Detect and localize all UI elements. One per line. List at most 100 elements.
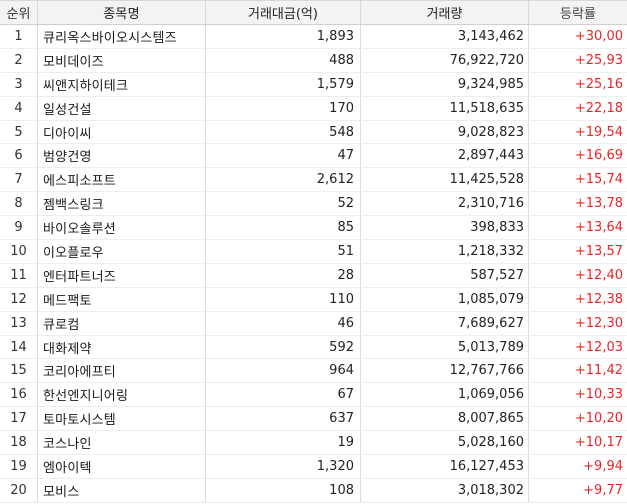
table-row[interactable]: 19 엠아이텍 1,320 16,127,453 +9,94	[0, 455, 627, 479]
row-stock-name[interactable]: 토마토시스템	[38, 407, 206, 431]
row-rank: 19	[0, 455, 38, 478]
row-stock-name[interactable]: 큐리옥스바이오시스템즈	[38, 25, 206, 48]
row-trade-amount: 110	[206, 287, 361, 311]
row-rank: 8	[0, 192, 38, 216]
row-volume: 12,767,766	[361, 359, 529, 383]
table-row[interactable]: 11 엔터파트너즈 28 587,527 +12,40	[0, 263, 627, 288]
row-stock-name[interactable]: 씨앤지하이테크	[38, 72, 206, 96]
row-change-rate: +12,30	[574, 315, 623, 331]
row-stock-name[interactable]: 디아이씨	[38, 120, 206, 144]
row-trade-amount: 46	[206, 311, 361, 335]
row-change-rate: +10,17	[574, 435, 623, 451]
row-trade-amount: 28	[206, 263, 361, 287]
row-rank: 9	[0, 216, 38, 240]
row-stock-name[interactable]: 모비스	[38, 478, 206, 502]
table-row[interactable]: 9 바이오솔루션 85 398,833 +13,64	[0, 216, 627, 241]
row-rank: 11	[0, 263, 38, 287]
table-row[interactable]: 2 모비데이즈 488 76,922,720 +25,93	[0, 48, 627, 73]
row-stock-name[interactable]: 일성건설	[38, 96, 206, 120]
table-row[interactable]: 8 젬백스링크 52 2,310,716 +13,78	[0, 192, 627, 217]
table-body: 1 큐리옥스바이오시스템즈 1,893 3,143,462 +30,00 2 모비데이즈 48…	[0, 25, 627, 503]
row-trade-amount: 1,320	[206, 455, 361, 478]
row-stock-name[interactable]: 이오플로우	[38, 240, 206, 263]
table-row[interactable]: 17 토마토시스템 637 8,007,865 +10,20	[0, 407, 627, 432]
row-change-rate: +13,57	[574, 243, 623, 259]
table-row[interactable]: 7 에스피소프트 2,612 11,425,528 +15,74	[0, 168, 627, 193]
row-rank: 5	[0, 120, 38, 144]
header-change-rate[interactable]: 등락률	[560, 7, 596, 22]
row-volume: 1,069,056	[361, 383, 529, 407]
row-trade-amount: 47	[206, 144, 361, 168]
row-change-rate: +30,00	[574, 28, 623, 44]
row-volume: 5,028,160	[361, 431, 529, 455]
row-rank: 10	[0, 240, 38, 263]
table-row[interactable]: 13 큐로컴 46 7,689,627 +12,30	[0, 311, 627, 336]
table-row[interactable]: 5 디아이씨 548 9,028,823 +19,54	[0, 120, 627, 145]
row-rank: 12	[0, 287, 38, 311]
row-trade-amount: 592	[206, 335, 361, 359]
row-stock-name[interactable]: 한선엔지니어링	[38, 383, 206, 407]
row-trade-amount: 85	[206, 216, 361, 240]
row-volume: 5,013,789	[361, 335, 529, 359]
row-volume: 9,324,985	[361, 72, 529, 96]
row-change-rate: +9,77	[583, 482, 623, 498]
row-trade-amount: 51	[206, 240, 361, 263]
row-rank: 1	[0, 25, 38, 48]
row-stock-name[interactable]: 모비데이즈	[38, 48, 206, 72]
row-volume: 16,127,453	[361, 455, 529, 478]
table-row[interactable]: 16 한선엔지니어링 67 1,069,056 +10,33	[0, 383, 627, 408]
row-stock-name[interactable]: 큐로컴	[38, 311, 206, 335]
table-row[interactable]: 6 범양건영 47 2,897,443 +16,69	[0, 144, 627, 169]
row-volume: 3,018,302	[361, 478, 529, 502]
row-trade-amount: 2,612	[206, 168, 361, 192]
header-name[interactable]: 종목명	[38, 1, 206, 24]
row-change-rate: +19,54	[574, 124, 623, 140]
row-volume: 11,518,635	[361, 96, 529, 120]
table-row[interactable]: 20 모비스 108 3,018,302 +9,77	[0, 478, 627, 503]
row-volume: 9,028,823	[361, 120, 529, 144]
table-row[interactable]: 18 코스나인 19 5,028,160 +10,17	[0, 431, 627, 456]
row-stock-name[interactable]: 바이오솔루션	[38, 216, 206, 240]
row-volume: 8,007,865	[361, 407, 529, 431]
row-trade-amount: 964	[206, 359, 361, 383]
row-stock-name[interactable]: 엔터파트너즈	[38, 263, 206, 287]
row-volume: 2,897,443	[361, 144, 529, 168]
header-volume[interactable]: 거래량	[361, 1, 529, 24]
row-change-rate: +13,64	[574, 220, 623, 236]
row-volume: 2,310,716	[361, 192, 529, 216]
row-stock-name[interactable]: 대화제약	[38, 335, 206, 359]
row-trade-amount: 52	[206, 192, 361, 216]
row-stock-name[interactable]: 메드팩토	[38, 287, 206, 311]
row-volume: 7,689,627	[361, 311, 529, 335]
table-row[interactable]: 14 대화제약 592 5,013,789 +12,03	[0, 335, 627, 360]
table-row[interactable]: 12 메드팩토 110 1,085,079 +12,38	[0, 287, 627, 312]
row-stock-name[interactable]: 엠아이텍	[38, 455, 206, 478]
row-change-rate: +10,20	[574, 411, 623, 427]
row-stock-name[interactable]: 범양건영	[38, 144, 206, 168]
row-rank: 7	[0, 168, 38, 192]
row-stock-name[interactable]: 코리아에프티	[38, 359, 206, 383]
row-change-rate: +25,16	[574, 76, 623, 92]
row-change-rate: +12,03	[574, 339, 623, 355]
table-row[interactable]: 3 씨앤지하이테크 1,579 9,324,985 +25,16	[0, 72, 627, 97]
table-row[interactable]: 10 이오플로우 51 1,218,332 +13,57	[0, 240, 627, 264]
row-change-rate: +15,74	[574, 172, 623, 188]
header-trade-amount[interactable]: 거래대금(억)	[206, 1, 361, 24]
table-row[interactable]: 1 큐리옥스바이오시스템즈 1,893 3,143,462 +30,00	[0, 25, 627, 49]
row-volume: 398,833	[361, 216, 529, 240]
row-stock-name[interactable]: 코스나인	[38, 431, 206, 455]
row-stock-name[interactable]: 에스피소프트	[38, 168, 206, 192]
row-trade-amount: 67	[206, 383, 361, 407]
row-trade-amount: 170	[206, 96, 361, 120]
row-stock-name[interactable]: 젬백스링크	[38, 192, 206, 216]
table-row[interactable]: 4 일성건설 170 11,518,635 +22,18	[0, 96, 627, 121]
row-trade-amount: 548	[206, 120, 361, 144]
row-trade-amount: 108	[206, 478, 361, 502]
row-change-rate: +12,38	[574, 291, 623, 307]
header-rank[interactable]: 순위	[0, 1, 38, 24]
row-volume: 587,527	[361, 263, 529, 287]
table-header: 순위 종목명 거래대금(억) 거래량 등락률	[0, 0, 627, 25]
table-row[interactable]: 15 코리아에프티 964 12,767,766 +11,42	[0, 359, 627, 384]
row-volume: 11,425,528	[361, 168, 529, 192]
